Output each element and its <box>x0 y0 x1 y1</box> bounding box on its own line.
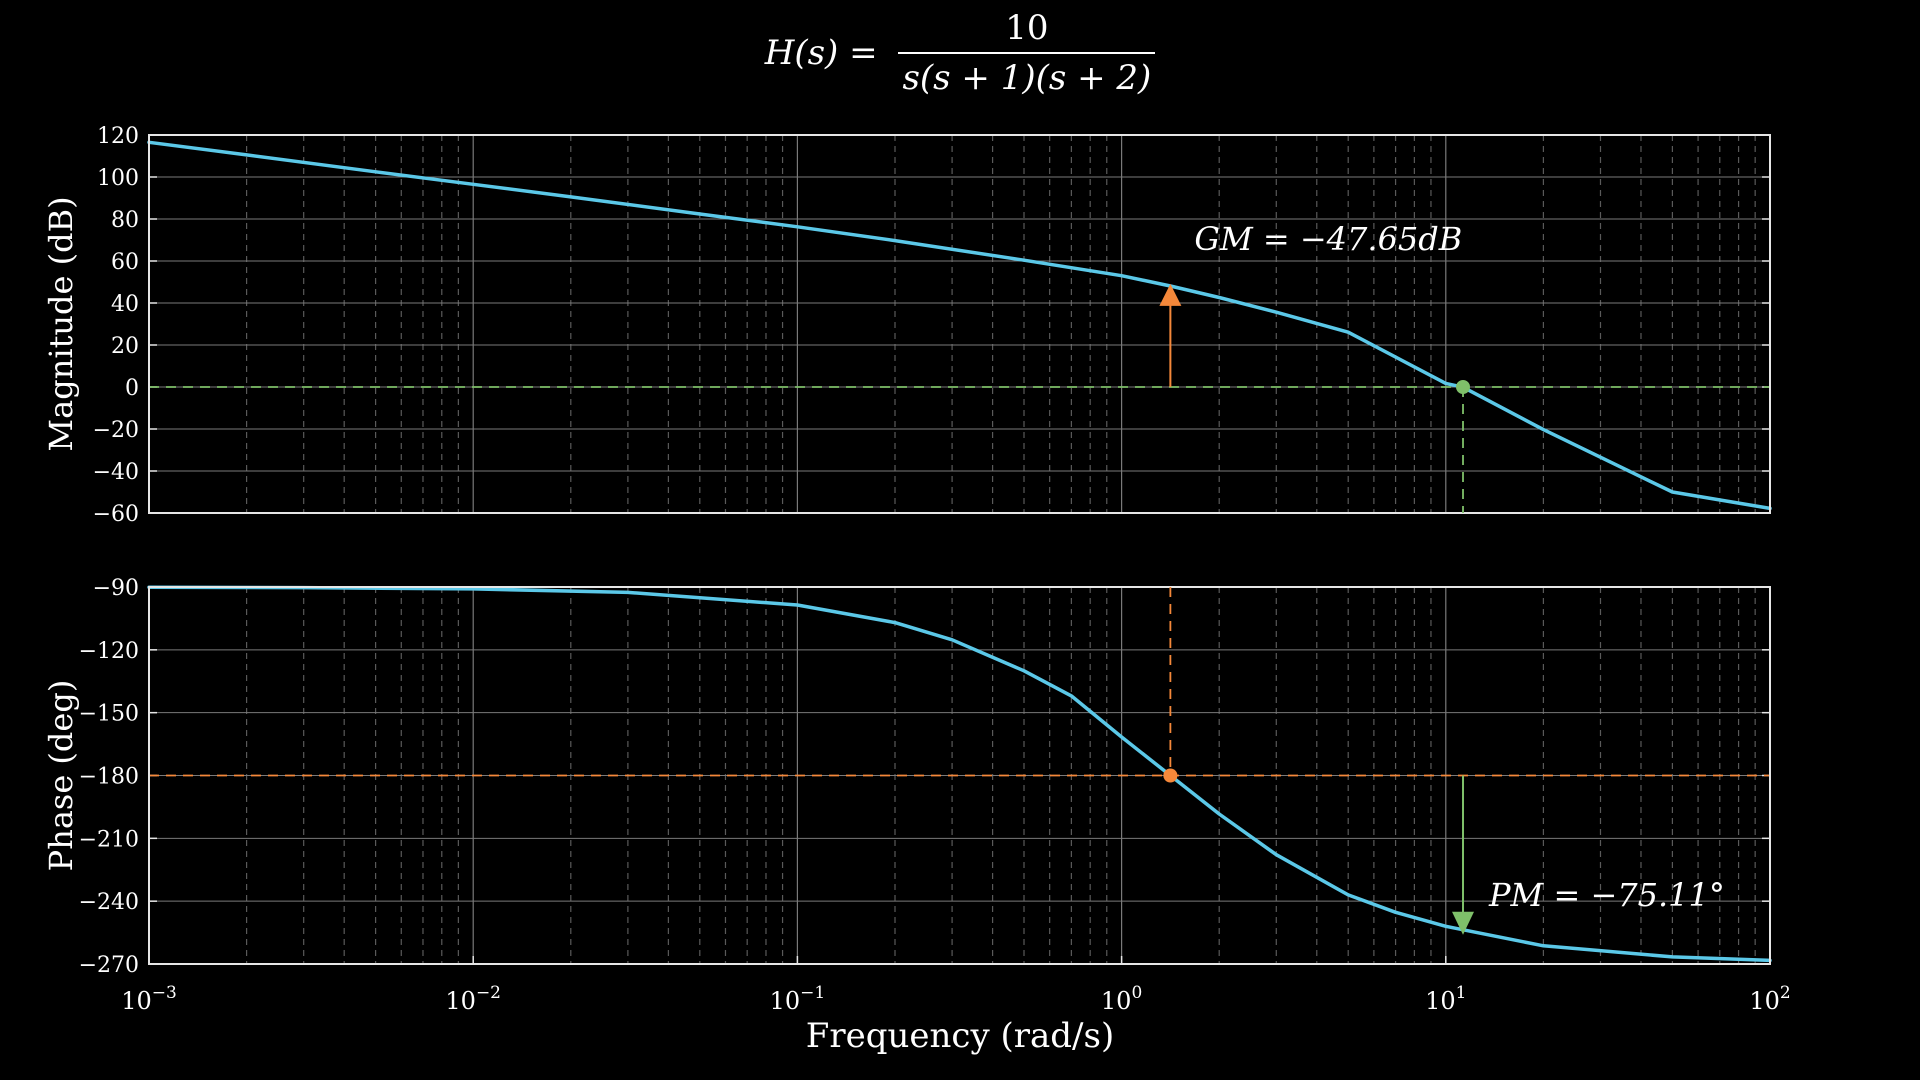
chart-title: H(s) = 10 s(s + 1)(s + 2) <box>0 8 1920 98</box>
y-tick-label: 60 <box>111 250 139 275</box>
magnitude-curve <box>147 140 1772 511</box>
x-tick-label: 10−3 <box>121 983 177 1015</box>
title-numerator: 10 <box>1005 8 1049 48</box>
x-tick-exponent: −1 <box>800 983 825 1003</box>
phase-margin-label: PM = −75.11° <box>1488 876 1725 914</box>
axes-frame <box>148 586 1771 965</box>
y-tick-label: 80 <box>111 208 139 233</box>
x-tick-exponent: 1 <box>1456 983 1467 1003</box>
y-tick-label: −20 <box>93 418 139 443</box>
x-tick-base: 10 <box>1749 987 1780 1015</box>
gain-margin-arrowhead <box>1159 283 1182 306</box>
x-axis-label: Frequency (rad/s) <box>806 1016 1114 1056</box>
x-tick-label: 102 <box>1749 983 1790 1015</box>
y-tick-label: −210 <box>79 827 139 852</box>
y-tick-label: −150 <box>79 702 139 727</box>
x-tick-base: 10 <box>1425 987 1456 1015</box>
title-lhs: H(s) = <box>764 33 878 73</box>
y-tick-label: −90 <box>93 576 139 601</box>
y-tick-label: 0 <box>125 376 139 401</box>
magnitude-panel: 120 100 80 60 40 20 0 −20 −40 −60 Magnitude (dB) GM… <box>42 124 1772 527</box>
x-tick-base: 10 <box>770 987 801 1015</box>
y-tick-label: −270 <box>79 953 139 978</box>
x-tick-label: 10−1 <box>770 983 826 1015</box>
axes-frame <box>148 134 1771 514</box>
x-tick-label: 101 <box>1425 983 1466 1015</box>
phase-curve <box>147 585 1772 963</box>
y-tick-label: −120 <box>79 639 139 664</box>
x-tick-base: 10 <box>1101 987 1132 1015</box>
x-tick-exponent: −3 <box>152 983 177 1003</box>
x-tick-exponent: 0 <box>1131 983 1142 1003</box>
x-tick-base: 10 <box>121 987 152 1015</box>
gain-crossover-marker <box>1456 380 1471 394</box>
y-tick-label: 40 <box>111 292 139 317</box>
phase-crossover-marker <box>1163 768 1178 783</box>
x-tick-base: 10 <box>445 987 476 1015</box>
x-tick-exponent: 2 <box>1780 983 1791 1003</box>
y-tick-label: 20 <box>111 334 139 359</box>
gain-margin-label: GM = −47.65dB <box>1194 220 1462 258</box>
title-fraction: 10 s(s + 1)(s + 2) <box>898 8 1156 98</box>
x-tick-exponent: −2 <box>476 983 501 1003</box>
y-tick-label: 100 <box>97 166 139 191</box>
title-denominator: s(s + 1)(s + 2) <box>898 52 1156 98</box>
x-tick-label: 10−2 <box>445 983 501 1015</box>
magnitude-axis-label: Magnitude (dB) <box>42 196 80 451</box>
y-tick-label: −60 <box>93 502 139 527</box>
x-tick-label: 100 <box>1101 983 1142 1015</box>
y-tick-label: −40 <box>93 460 139 485</box>
y-tick-label: −180 <box>79 765 139 790</box>
y-tick-label: 120 <box>97 124 139 149</box>
y-tick-label: −240 <box>79 890 139 915</box>
phase-margin-arrowhead <box>1452 911 1475 935</box>
phase-axis-label: Phase (deg) <box>42 680 80 872</box>
